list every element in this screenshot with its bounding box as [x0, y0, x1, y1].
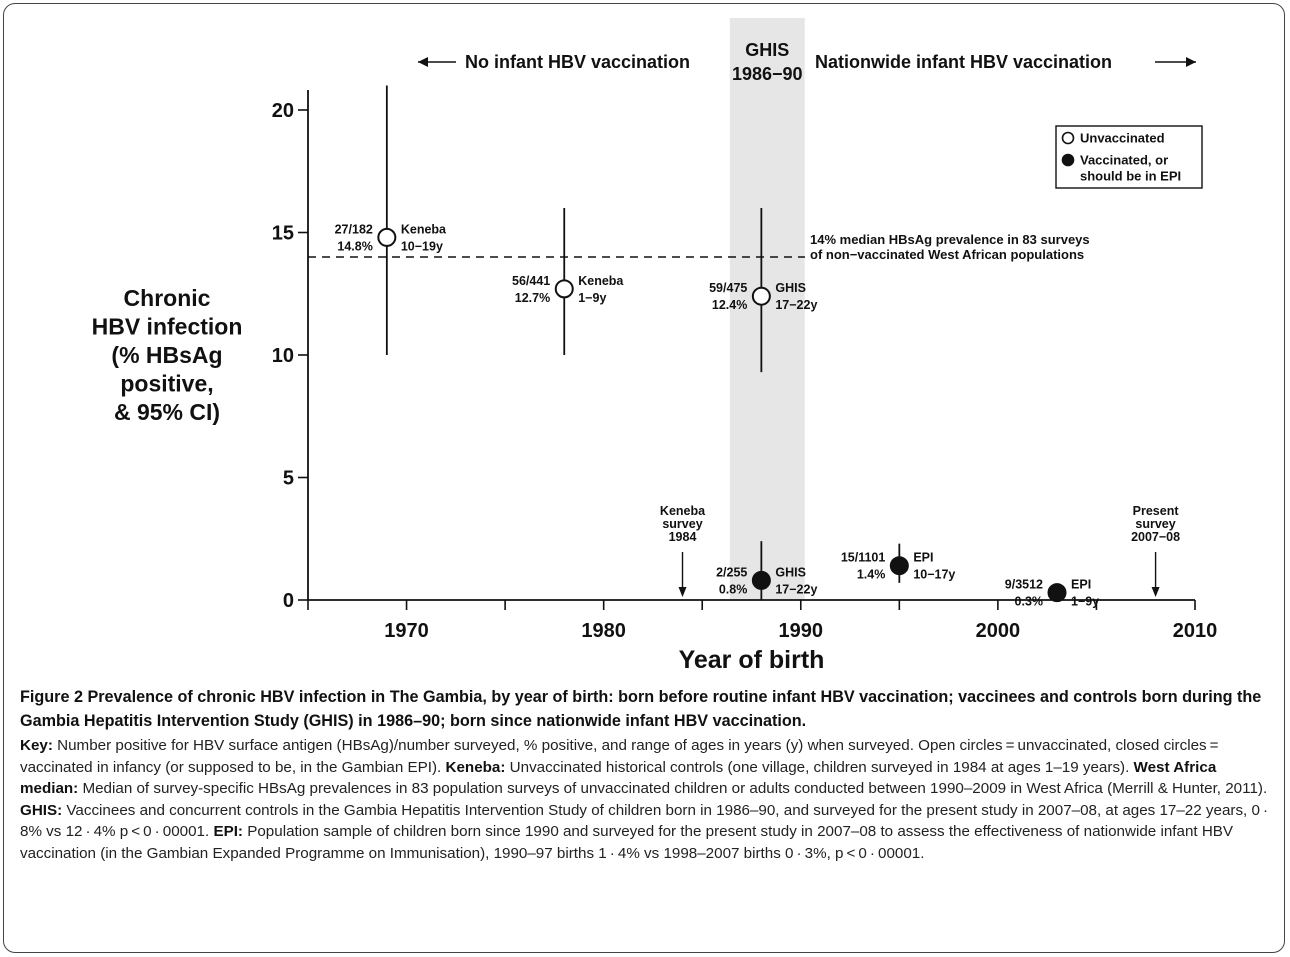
- legend-open-circle-icon: [1061, 131, 1075, 145]
- point-percent-label: 14.8%: [337, 239, 372, 253]
- legend-vaccinated-label: should be in EPI: [1080, 169, 1181, 184]
- survey-marker-arrowhead: [678, 587, 687, 597]
- point-count-label: 2/255: [716, 565, 747, 579]
- y-tick-label: 0: [283, 590, 294, 612]
- y-axis-label-line: positive,: [120, 371, 213, 397]
- y-tick-label: 15: [272, 223, 294, 245]
- data-points: 27/182 14.8% Keneba 10−19y 56/441 12.7% Keneba…: [335, 85, 1099, 609]
- point-study-label: EPI: [913, 551, 933, 565]
- survey-marker-label: 1984: [669, 530, 697, 544]
- y-axis-label-line: & 95% CI): [114, 399, 220, 425]
- x-tick-label: 1990: [779, 620, 824, 642]
- point-count-label: 56/441: [512, 274, 550, 288]
- survey-marker-label: Present: [1133, 504, 1180, 518]
- ghis-text: Vaccinees and concurrent controls in the…: [20, 801, 1272, 841]
- median-reference-label-line: 14% median HBsAg prevalence in 83 survey…: [810, 232, 1090, 247]
- vaccinated-point: [751, 570, 771, 590]
- west-africa-text: Median of survey-specific HBsAg prevalen…: [78, 780, 1268, 798]
- survey-marker-label: 2007−08: [1131, 530, 1180, 544]
- point-percent-label: 12.4%: [712, 298, 747, 312]
- epi-text: Population sample of children born since…: [20, 823, 1234, 862]
- y-axis-label-line: HBV infection: [92, 314, 243, 340]
- point-study-label: Keneba: [578, 274, 624, 288]
- point-percent-label: 1.4%: [857, 568, 886, 582]
- point-ages-label: 10−19y: [401, 239, 443, 253]
- y-axis-label-line: Chronic: [124, 285, 211, 311]
- epi-label: EPI:: [213, 823, 243, 841]
- point-count-label: 27/182: [335, 222, 373, 236]
- west-africa-label: West Africa median:: [20, 758, 1217, 798]
- figure-caption: Figure 2 Prevalence of chronic HBV infec…: [20, 685, 1278, 865]
- no-vaccination-period-label: No infant HBV vaccination: [418, 52, 690, 72]
- unvaccinated-point: [554, 279, 574, 299]
- point-percent-label: 0.8%: [719, 582, 748, 596]
- point-ages-label: 1−9y: [578, 291, 606, 305]
- survey-marker-label: survey: [1135, 517, 1175, 531]
- y-tick-label: 5: [283, 468, 294, 490]
- legend-unvaccinated-label: Unvaccinated: [1080, 131, 1165, 146]
- median-reference-label-line: of non−vaccinated West African populatio…: [810, 247, 1084, 262]
- axes: 0 5 10 15 20 1970 1980 1990 2000 2010: [272, 90, 1218, 642]
- ghis-label: GHIS:: [20, 801, 63, 819]
- survey-marker-label: survey: [662, 517, 702, 531]
- point-study-label: GHIS: [775, 281, 806, 295]
- x-tick-label: 1980: [581, 620, 626, 642]
- caption-title: Figure 2 Prevalence of chronic HBV infec…: [20, 688, 1262, 730]
- y-axis-label: Chronic HBV infection(% HBsAg positive,& 9…: [92, 285, 243, 425]
- ghis-period-label: GHIS 1986−90: [732, 40, 803, 84]
- legend-box: [1055, 125, 1203, 189]
- survey-marker-label: Keneba: [660, 504, 706, 518]
- legend-vaccinated-label: Vaccinated, or: [1080, 153, 1168, 168]
- nationwide-vaccination-period-label: Nationwide infant HBV vaccination: [815, 52, 1196, 72]
- keneba-label: Keneba:: [445, 758, 506, 776]
- point-percent-label: 0.3%: [1015, 595, 1044, 609]
- point-count-label: 59/475: [709, 281, 747, 295]
- figure-frame: [3, 3, 1285, 953]
- y-tick-label: 20: [272, 100, 294, 122]
- caption-body: Key: Number positive for HBV surface ant…: [20, 735, 1278, 865]
- y-tick-label: 10: [272, 345, 294, 367]
- point-count-label: 15/1101: [841, 551, 886, 565]
- vaccinated-point: [1047, 583, 1067, 603]
- y-axis-label-line: (% HBsAg: [111, 342, 222, 368]
- survey-marker-arrowhead: [1151, 587, 1160, 597]
- ghis-shaded-region: [729, 18, 805, 600]
- x-axis-label: Year of birth: [679, 646, 825, 674]
- x-tick-label: 2000: [976, 620, 1021, 642]
- point-study-label: Keneba: [401, 222, 447, 236]
- vaccinated-point: [889, 556, 909, 576]
- unvaccinated-point: [751, 286, 771, 306]
- point-percent-label: 12.7%: [515, 291, 550, 305]
- point-ages-label: 10−17y: [913, 568, 955, 582]
- right-arrow-head: [1186, 57, 1196, 67]
- no-vaccination-label: No infant HBV vaccination: [465, 52, 690, 72]
- ghis-period-label-line: GHIS: [745, 40, 789, 60]
- x-tick-label: 1970: [384, 620, 429, 642]
- key-text: Number positive for HBV surface antigen …: [20, 737, 1222, 776]
- point-count-label: 9/3512: [1005, 578, 1043, 592]
- ghis-period-label-line: 1986−90: [732, 64, 803, 84]
- unvaccinated-point: [377, 227, 397, 247]
- nationwide-vaccination-label: Nationwide infant HBV vaccination: [815, 52, 1112, 72]
- hbv-prevalence-chart: GHIS 1986−90 No infant HBV vaccination Na…: [92, 18, 1218, 674]
- keneba-text: Unvaccinated historical controls (one vi…: [505, 758, 1130, 776]
- median-reference-label: 14% median HBsAg prevalence in 83 survey…: [810, 232, 1090, 262]
- left-arrow-head: [418, 57, 428, 67]
- legend-filled-circle-icon: [1061, 153, 1075, 167]
- point-ages-label: 17−22y: [775, 582, 817, 596]
- x-tick-label: 2010: [1173, 620, 1218, 642]
- point-ages-label: 17−22y: [775, 298, 817, 312]
- key-label: Key:: [20, 737, 53, 754]
- point-study-label: GHIS: [775, 565, 806, 579]
- point-ages-label: 1−9y: [1071, 595, 1099, 609]
- point-study-label: EPI: [1071, 578, 1091, 592]
